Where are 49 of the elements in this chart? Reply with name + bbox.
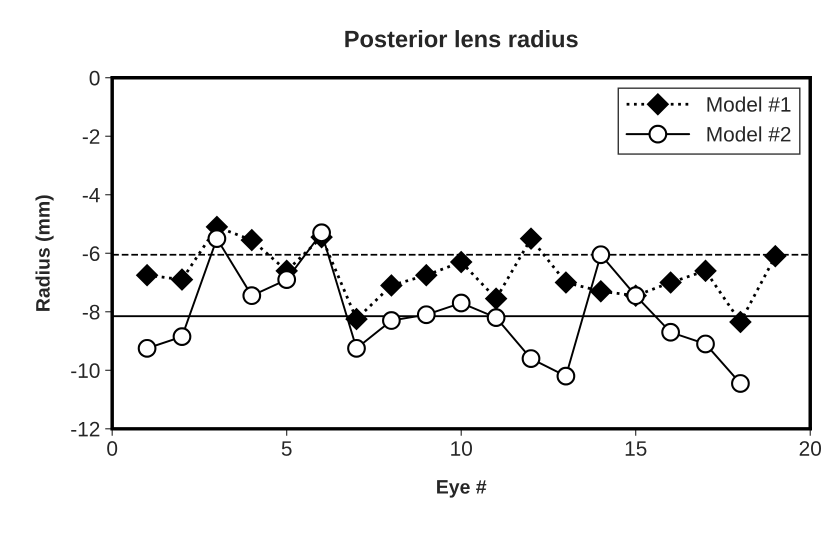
point (346, 308, 368, 330)
x-axis-title: Eye # (437, 480, 486, 498)
legend-label: Model #2 (707, 126, 790, 142)
legend-label: Model #1 (707, 96, 790, 112)
y-tick-label: -10 (71, 363, 100, 378)
point (661, 322, 680, 342)
x-tick-label: 15 (626, 441, 646, 456)
point (696, 334, 715, 354)
point (591, 245, 610, 264)
point (486, 308, 506, 328)
x-tick-label: 5 (282, 441, 292, 456)
chart-title: Posterior lens radius (345, 30, 578, 48)
point (556, 366, 576, 386)
point (555, 272, 577, 294)
y-tick-label: 0 (90, 70, 100, 86)
point (172, 327, 192, 346)
y-axis-title: Radius (mm) (35, 195, 54, 311)
point (240, 229, 263, 251)
point (382, 311, 401, 330)
point (312, 223, 331, 242)
y-tick-label: -4 (82, 188, 100, 202)
point (380, 274, 402, 296)
y-tick-label: -8 (82, 304, 100, 320)
point (277, 270, 296, 289)
point (590, 280, 612, 302)
point (731, 374, 750, 393)
point (522, 349, 540, 368)
x-tick-label: 20 (800, 441, 821, 456)
point (520, 228, 542, 250)
point (764, 245, 786, 268)
point (452, 294, 471, 312)
point (730, 311, 752, 333)
y-tick-label: -12 (71, 422, 100, 436)
point (347, 338, 366, 358)
x-tick-label: 10 (451, 441, 472, 456)
point (450, 251, 472, 273)
point (242, 286, 262, 306)
x-tick-label: 0 (107, 441, 118, 456)
point (171, 268, 193, 290)
point (208, 229, 226, 248)
y-tick-label: -6 (82, 246, 100, 262)
point (694, 260, 716, 282)
y-tick-label: -2 (82, 129, 100, 144)
point (660, 272, 682, 294)
point (485, 288, 507, 310)
point (416, 305, 436, 324)
point (415, 264, 438, 286)
point (136, 264, 158, 286)
point (138, 338, 156, 358)
